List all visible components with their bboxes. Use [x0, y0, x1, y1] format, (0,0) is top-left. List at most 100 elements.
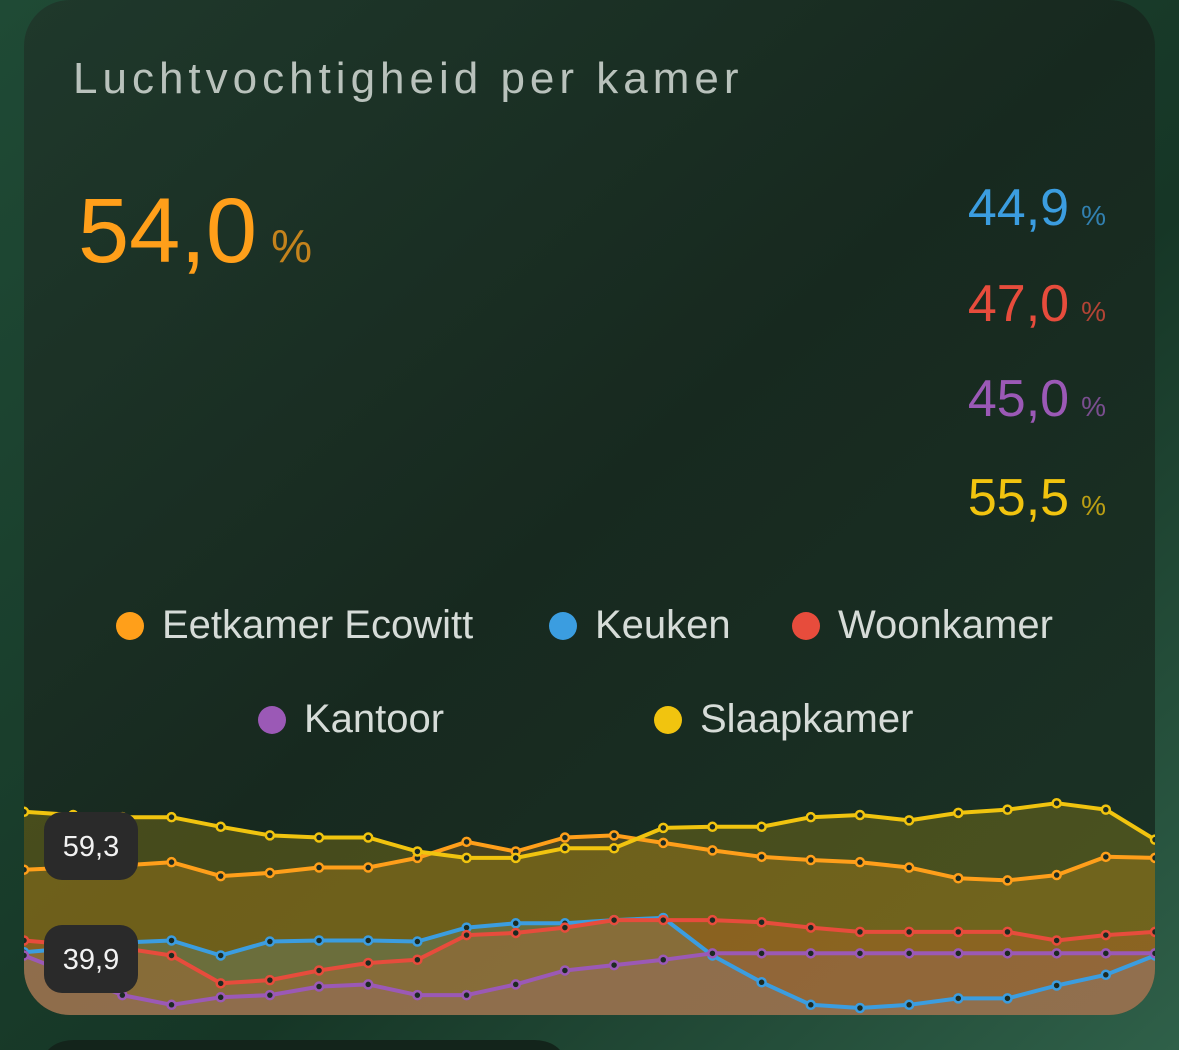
point [215, 978, 226, 989]
state-value: 44,9 [968, 179, 1069, 237]
point [215, 821, 226, 833]
point [854, 856, 866, 868]
point [362, 935, 374, 946]
state-value: 55,5 [968, 469, 1069, 527]
point [953, 926, 964, 938]
point [903, 862, 915, 873]
state-unit: % [1081, 391, 1106, 422]
bound-badge [44, 925, 138, 993]
point [24, 950, 30, 961]
point [362, 979, 374, 990]
main-state: 54,0% [78, 180, 312, 282]
point [707, 821, 718, 833]
state-value: 47,0 [968, 275, 1069, 333]
point [510, 979, 521, 990]
point [510, 927, 521, 939]
point [215, 992, 226, 1003]
point [1100, 851, 1112, 863]
state-value: 54,0 [78, 180, 257, 282]
legend-dot [549, 612, 577, 640]
point [362, 832, 374, 843]
next-card[interactable] [44, 1040, 564, 1050]
point [166, 999, 177, 1011]
point [264, 867, 276, 879]
state-unit: % [1081, 490, 1106, 521]
legend-label: Slaapkamer [700, 697, 913, 741]
point [756, 821, 767, 833]
secondary-state: 55,5% [968, 469, 1106, 527]
point [805, 999, 817, 1011]
point [953, 873, 964, 884]
bound-label: 59,3 [63, 831, 119, 863]
state-unit: % [1081, 296, 1106, 327]
point [24, 935, 30, 946]
point [608, 842, 620, 854]
point [854, 948, 866, 959]
point [215, 950, 226, 961]
point [953, 993, 964, 1004]
point [707, 914, 718, 926]
state-unit: % [1081, 200, 1106, 231]
point [1002, 875, 1013, 886]
legend-dot [654, 706, 682, 734]
area [24, 803, 1155, 1015]
point [903, 815, 915, 826]
point [1100, 929, 1112, 941]
point [461, 852, 472, 864]
point [1100, 948, 1112, 959]
state-unit: % [271, 220, 312, 272]
point [953, 807, 964, 819]
point [756, 916, 767, 928]
point [1002, 926, 1013, 938]
line [24, 801, 1155, 860]
point [903, 999, 915, 1011]
legend-dot [258, 706, 286, 734]
point [1149, 926, 1155, 938]
point [510, 918, 521, 929]
point [805, 948, 817, 959]
point [707, 948, 718, 959]
point [313, 862, 325, 873]
point [608, 914, 620, 926]
point [264, 830, 276, 841]
point [658, 914, 669, 926]
point [658, 822, 669, 834]
card[interactable] [24, 0, 1155, 1015]
point [1002, 993, 1013, 1004]
point [412, 989, 423, 1001]
point [1100, 804, 1112, 815]
point [854, 809, 866, 821]
point [559, 832, 571, 843]
point [756, 977, 767, 988]
point [903, 948, 915, 959]
point [264, 989, 276, 1001]
point [1100, 969, 1112, 981]
point [24, 864, 30, 875]
point [461, 989, 472, 1001]
bound-label: 39,9 [63, 944, 119, 976]
point [1149, 852, 1155, 864]
legend-label: Woonkamer [838, 603, 1053, 647]
point [166, 856, 177, 868]
point [1149, 834, 1155, 845]
point [166, 935, 177, 946]
legend-label: Keuken [595, 603, 731, 647]
point [559, 965, 571, 976]
point [461, 929, 472, 941]
point [1051, 935, 1062, 946]
point [1051, 948, 1062, 959]
point [412, 936, 423, 947]
point [1149, 948, 1155, 959]
point [264, 974, 276, 986]
point [313, 981, 325, 992]
point [559, 922, 571, 933]
point [756, 851, 767, 863]
point [953, 948, 964, 959]
line [24, 915, 1155, 1010]
point [313, 832, 325, 843]
point [510, 852, 521, 864]
point [362, 862, 374, 873]
point [559, 842, 571, 854]
